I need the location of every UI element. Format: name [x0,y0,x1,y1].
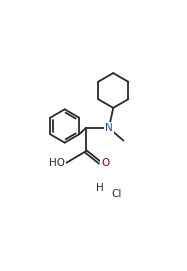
Text: Cl: Cl [112,189,122,199]
Text: H: H [96,183,104,193]
Text: O: O [101,158,109,168]
Text: HO: HO [49,158,65,168]
Text: N: N [105,123,113,133]
